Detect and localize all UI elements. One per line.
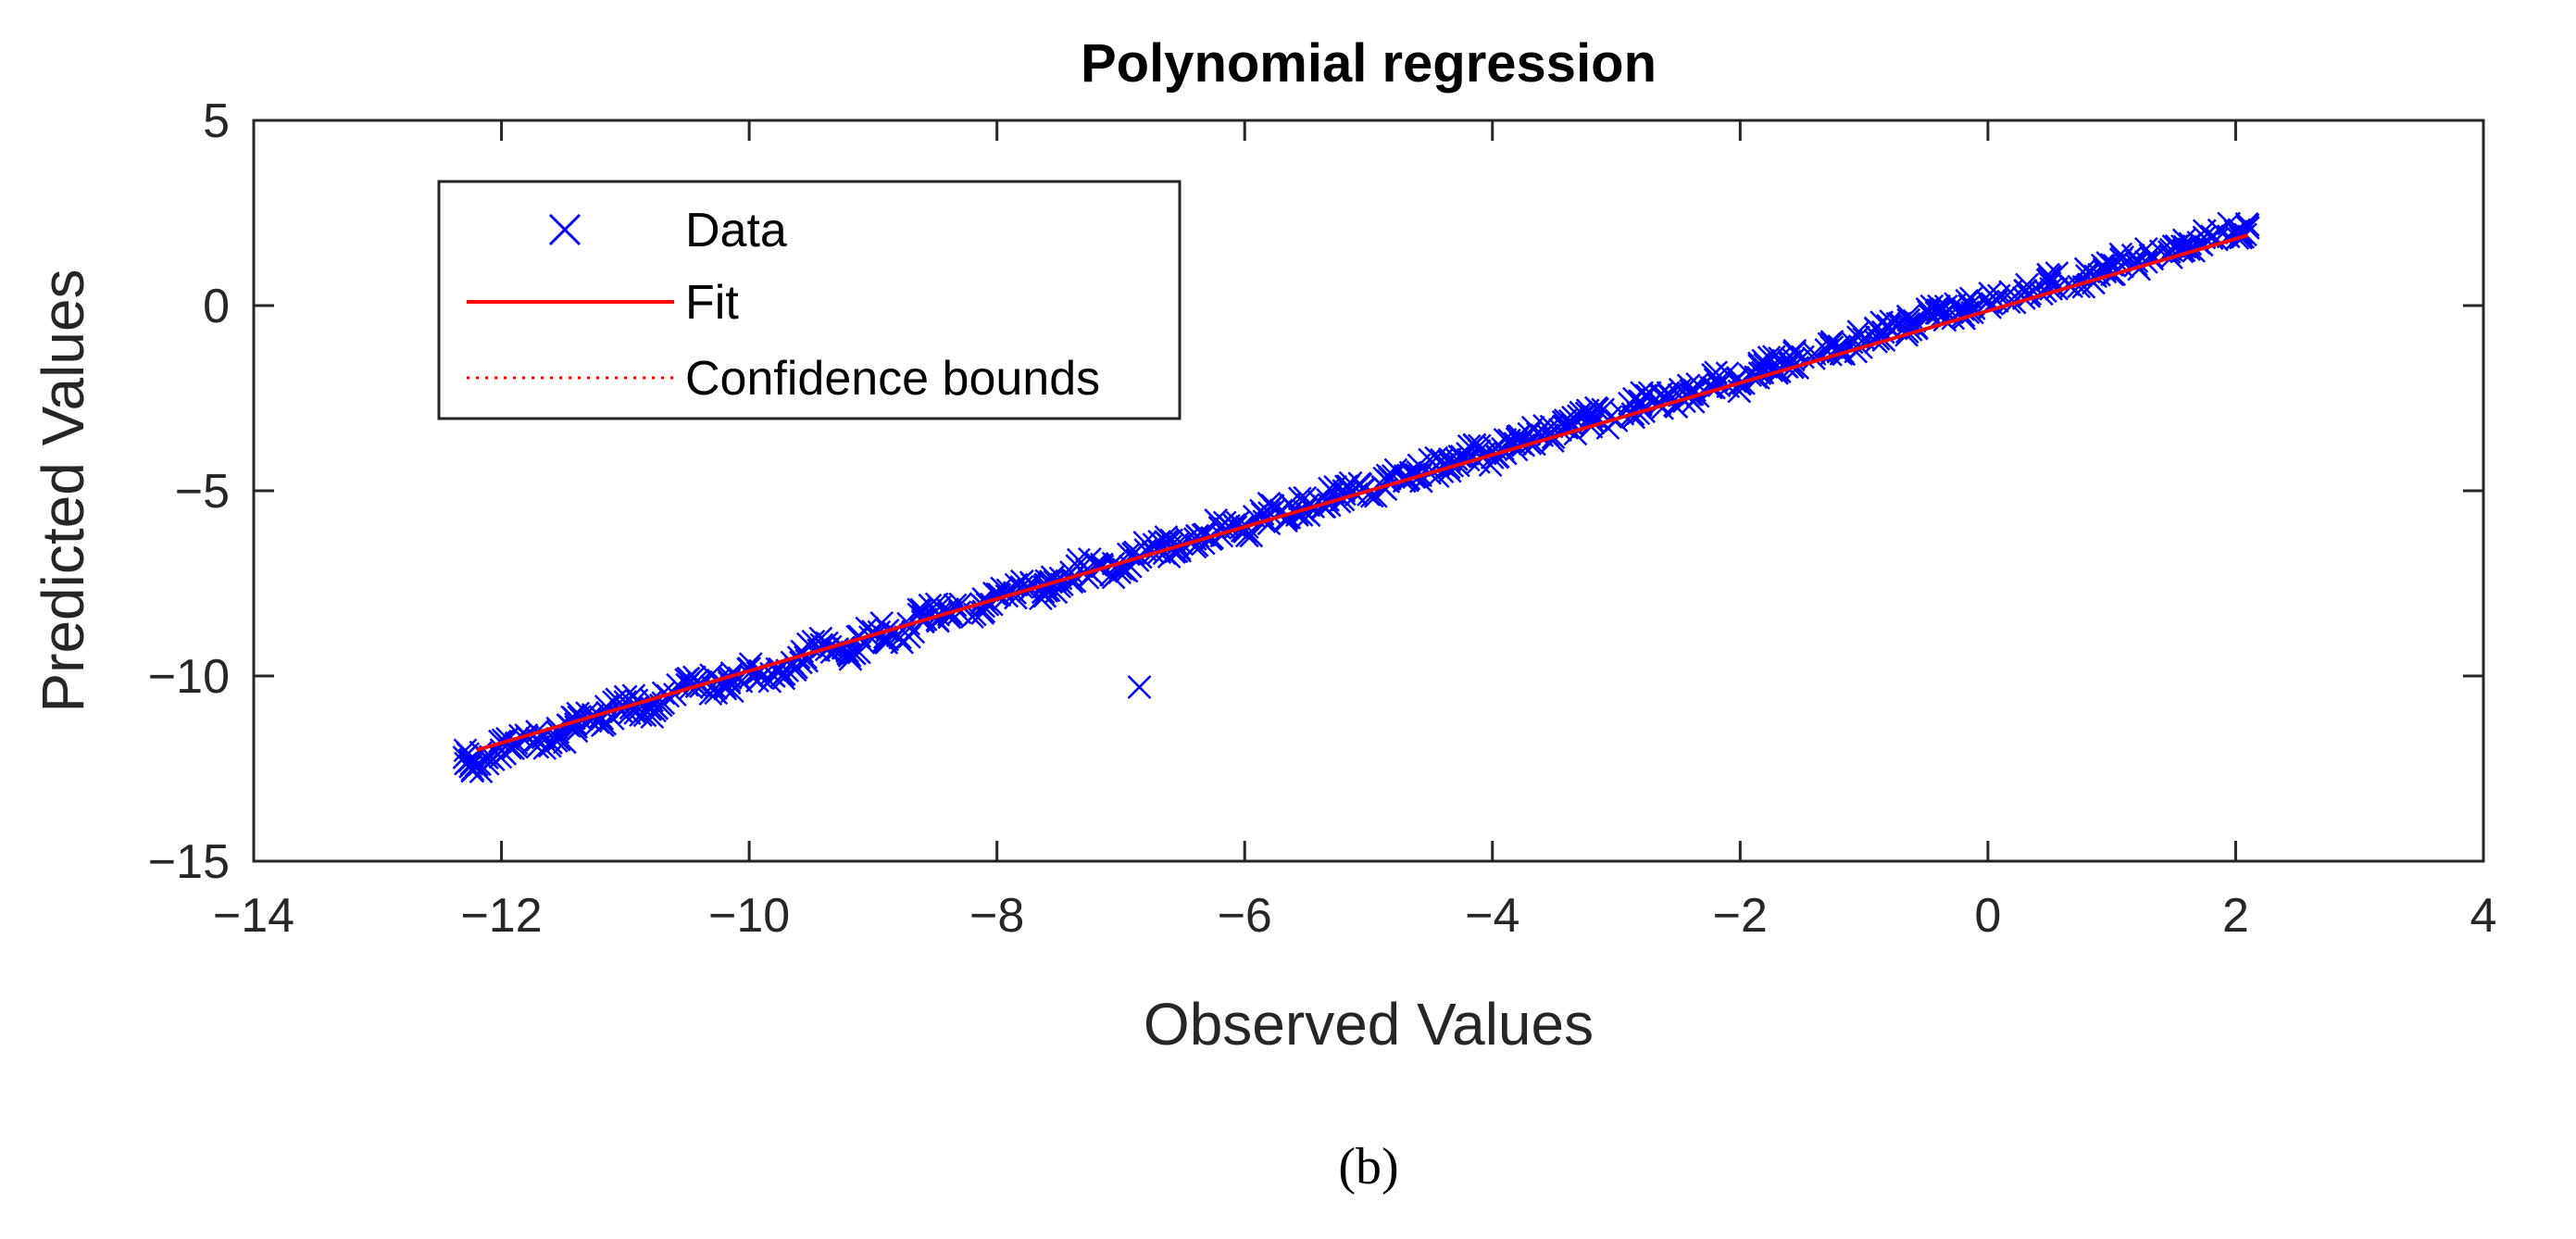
x-tick-label: −8 [969,889,1024,943]
data-point [464,753,489,777]
data-point [1844,339,1869,364]
x-tick-label: −4 [1465,889,1519,943]
data-point [1802,342,1827,366]
data-point [737,657,761,681]
x-tick-label: 2 [2222,889,2249,943]
data-point [719,661,744,685]
y-axis: −15 −10 −5 0 5 [148,94,2483,889]
data-point [2133,237,2158,261]
y-axis-label: Predicted Values [30,269,96,712]
data-point [836,642,861,666]
data-point [588,705,613,729]
data-point [2134,249,2158,274]
data-point [1363,483,1388,508]
data-point [885,623,910,647]
data-point [1951,303,1976,328]
x-axis-label: Observed Values [1144,991,1594,1058]
data-point [662,682,687,707]
data-point [489,738,514,762]
data-point [590,713,615,738]
data-point [811,634,836,658]
data-point [794,645,818,670]
legend-label-confidence-bounds: Confidence bounds [685,352,1100,406]
data-point [2235,216,2260,240]
data-point [1127,675,1152,699]
y-tick-label: −15 [148,835,230,889]
data-point [2120,243,2145,268]
y-tick-label: −5 [175,465,230,519]
data-point [2110,245,2135,269]
x-tick-label: 0 [1974,889,2001,943]
data-point [1926,301,1951,325]
data-point [761,664,786,688]
x-tick-label: −10 [708,889,790,943]
data-point [861,620,885,644]
data-point [2015,272,2039,297]
data-point [1978,295,2003,319]
x-tick-label: −6 [1218,889,1272,943]
data-point [847,640,871,665]
data-point [2045,261,2070,285]
chart-title: Polynomial regression [1081,33,1657,94]
data-point [452,745,477,770]
data-point [1678,382,1703,407]
legend-marker-data [548,213,581,246]
data-point [1532,414,1557,438]
data-point [539,731,563,755]
x-axis: −14 −12 −10 −8 −6 −4 −2 0 2 4 [213,120,2497,943]
fit-line [476,233,2249,752]
data-point [890,630,915,655]
data-point [1491,436,1515,461]
data-point [1876,316,1901,340]
y-tick-label: 5 [203,94,230,148]
data-point [1332,479,1357,503]
data-point [745,669,769,693]
data-point [1182,527,1207,551]
data-point [1457,433,1482,458]
legend: Data Fit Confidence bounds [437,180,1182,420]
data-point [1927,294,1951,319]
x-tick-label: −2 [1713,889,1768,943]
data-point [651,681,676,706]
x-tick-label: 4 [2470,889,2497,943]
data-point [1777,349,1802,373]
data-points [452,211,2260,783]
x-tick-label: −12 [460,889,542,943]
data-point [1480,445,1505,469]
data-point [2124,252,2148,277]
y-tick-label: 0 [203,280,230,333]
data-point [640,705,665,730]
data-point [2067,274,2091,299]
data-point [563,712,588,736]
data-point [1618,391,1642,416]
data-point [1282,497,1307,521]
legend-label-fit: Fit [685,276,739,330]
legend-label-data: Data [685,204,787,257]
y-tick-label: −10 [148,650,230,704]
data-point [651,691,676,716]
figure-caption: (b) [1338,1138,1398,1195]
data-point [842,641,867,666]
x-tick-label: −14 [213,889,294,943]
data-point [1158,534,1182,558]
